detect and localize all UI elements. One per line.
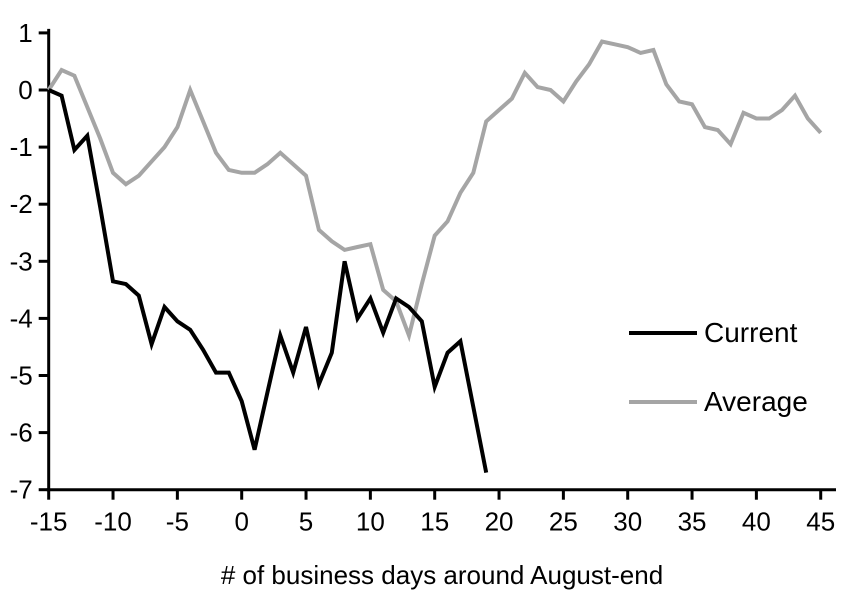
x-tick-label: 30 [613,507,642,537]
x-tick-label: 25 [549,507,578,537]
y-tick-label: -1 [10,132,33,162]
x-tick-label: 40 [742,507,771,537]
x-tick-label: -15 [30,507,68,537]
x-tick-label: -10 [94,507,132,537]
y-tick-label: -7 [10,475,33,505]
x-tick-label: 45 [806,507,835,537]
x-tick-label: 5 [299,507,313,537]
y-tick-label: -2 [10,189,33,219]
x-tick-label: 15 [420,507,449,537]
x-axis-title: # of business days around August-end [220,560,664,590]
legend-item-average: Average [629,388,808,416]
y-tick-label: -3 [10,246,33,276]
x-tick-label: 20 [485,507,514,537]
y-tick-label: 0 [18,75,32,105]
y-tick-label: -5 [10,361,33,391]
legend-item-current: Current [629,319,797,347]
y-tick-label: 1 [18,18,32,48]
current-line-swatch [629,331,697,335]
x-tick-label: -5 [166,507,189,537]
legend: Current Average [629,0,849,594]
y-tick-label: -4 [10,303,33,333]
average-line-swatch [629,400,697,404]
y-tick-label: -6 [10,418,33,448]
legend-label-current: Current [704,317,798,348]
series-current-line [47,88,489,473]
x-tick-label: 0 [234,507,248,537]
x-tick-label: 10 [356,507,385,537]
series-average-line [47,39,823,343]
legend-label-average: Average [704,386,808,417]
x-tick-label: 35 [678,507,707,537]
